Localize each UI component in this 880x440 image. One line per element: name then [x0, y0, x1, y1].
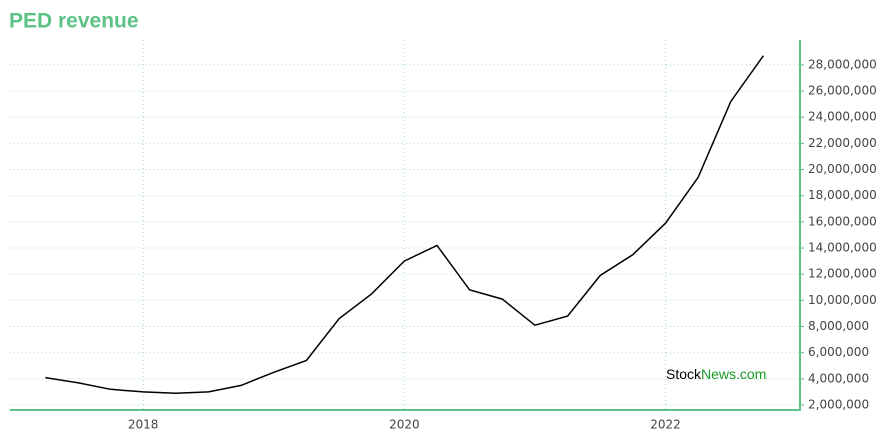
- y-tick-label: 10,000,000: [808, 293, 877, 307]
- x-tick-label: 2022: [650, 418, 681, 432]
- y-tick-label: 4,000,000: [808, 371, 869, 385]
- x-tick-label: 2018: [128, 418, 159, 432]
- watermark: StockNews.com: [666, 366, 766, 382]
- y-tick-label: 22,000,000: [808, 136, 877, 150]
- watermark-news: News.com: [701, 366, 766, 382]
- y-tick-label: 26,000,000: [808, 84, 877, 98]
- y-tick-label: 20,000,000: [808, 162, 877, 176]
- y-tick-label: 14,000,000: [808, 241, 877, 255]
- y-tick-label: 16,000,000: [808, 214, 877, 228]
- grid: [10, 40, 800, 410]
- y-tick-label: 2,000,000: [808, 398, 869, 412]
- watermark-stock: Stock: [666, 366, 702, 382]
- line: [45, 55, 765, 395]
- chart-title: PED revenue: [9, 10, 139, 33]
- y-tick-label: 24,000,000: [808, 110, 877, 124]
- y-tick-label: 12,000,000: [808, 267, 877, 281]
- x-tick-label: 2020: [389, 418, 420, 432]
- y-tick-label: 18,000,000: [808, 188, 877, 202]
- y-tick-label: 28,000,000: [808, 57, 877, 71]
- y-tick-label: 8,000,000: [808, 319, 869, 333]
- y-tick-label: 6,000,000: [808, 345, 869, 359]
